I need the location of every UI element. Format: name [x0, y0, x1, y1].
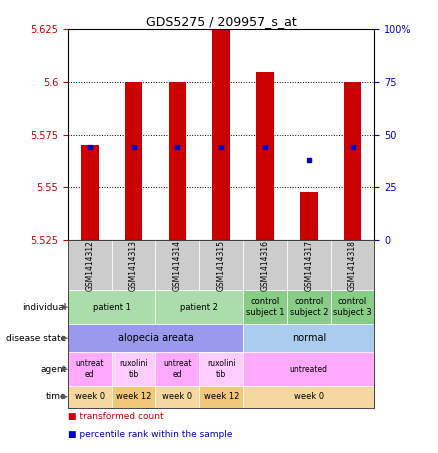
Bar — [243, 352, 374, 386]
Bar — [256, 72, 274, 240]
Bar — [169, 82, 186, 240]
Bar — [344, 82, 361, 240]
Text: patient 1: patient 1 — [93, 303, 131, 312]
Bar — [81, 145, 99, 240]
Bar — [287, 240, 331, 290]
Bar — [243, 386, 374, 408]
Text: ruxolini
tib: ruxolini tib — [119, 359, 148, 379]
Bar — [155, 290, 243, 324]
Text: week 12: week 12 — [204, 392, 239, 401]
Bar — [68, 386, 112, 408]
Bar — [68, 240, 112, 290]
Text: disease state: disease state — [6, 334, 67, 342]
Bar — [199, 240, 243, 290]
Text: GSM1414317: GSM1414317 — [304, 240, 313, 291]
Text: untreated: untreated — [290, 365, 328, 374]
Bar — [125, 82, 142, 240]
Text: patient 2: patient 2 — [180, 303, 218, 312]
Bar — [199, 386, 243, 408]
Bar — [243, 240, 287, 290]
Text: GSM1414316: GSM1414316 — [261, 240, 269, 291]
Bar — [68, 324, 243, 352]
Text: control
subject 1: control subject 1 — [246, 298, 284, 317]
Text: week 0: week 0 — [294, 392, 324, 401]
Bar — [68, 290, 155, 324]
Text: week 12: week 12 — [116, 392, 151, 401]
Text: control
subject 2: control subject 2 — [290, 298, 328, 317]
Text: control
subject 3: control subject 3 — [333, 298, 372, 317]
Bar — [300, 192, 318, 240]
Text: GSM1414314: GSM1414314 — [173, 240, 182, 291]
Text: week 0: week 0 — [75, 392, 105, 401]
Text: GSM1414312: GSM1414312 — [85, 240, 94, 291]
Bar — [243, 324, 374, 352]
Text: agent: agent — [40, 365, 67, 374]
Bar — [68, 352, 112, 386]
Bar — [155, 240, 199, 290]
Text: GSM1414315: GSM1414315 — [217, 240, 226, 291]
Text: normal: normal — [292, 333, 326, 343]
Bar — [199, 352, 243, 386]
Bar — [112, 386, 155, 408]
Bar — [155, 386, 199, 408]
Title: GDS5275 / 209957_s_at: GDS5275 / 209957_s_at — [146, 15, 297, 28]
Text: individual: individual — [22, 303, 67, 312]
Text: alopecia areata: alopecia areata — [118, 333, 193, 343]
Bar — [331, 290, 374, 324]
Text: ruxolini
tib: ruxolini tib — [207, 359, 236, 379]
Bar — [331, 240, 374, 290]
Bar — [112, 240, 155, 290]
Text: untreat
ed: untreat ed — [163, 359, 192, 379]
Text: GSM1414318: GSM1414318 — [348, 240, 357, 291]
Bar — [212, 29, 230, 240]
Text: week 0: week 0 — [162, 392, 192, 401]
Bar — [112, 352, 155, 386]
Text: ■ percentile rank within the sample: ■ percentile rank within the sample — [68, 430, 233, 439]
Bar — [243, 290, 287, 324]
Bar — [287, 290, 331, 324]
Text: untreat
ed: untreat ed — [75, 359, 104, 379]
Text: GSM1414313: GSM1414313 — [129, 240, 138, 291]
Text: time: time — [46, 392, 67, 401]
Text: ■ transformed count: ■ transformed count — [68, 412, 163, 421]
Bar — [155, 352, 199, 386]
